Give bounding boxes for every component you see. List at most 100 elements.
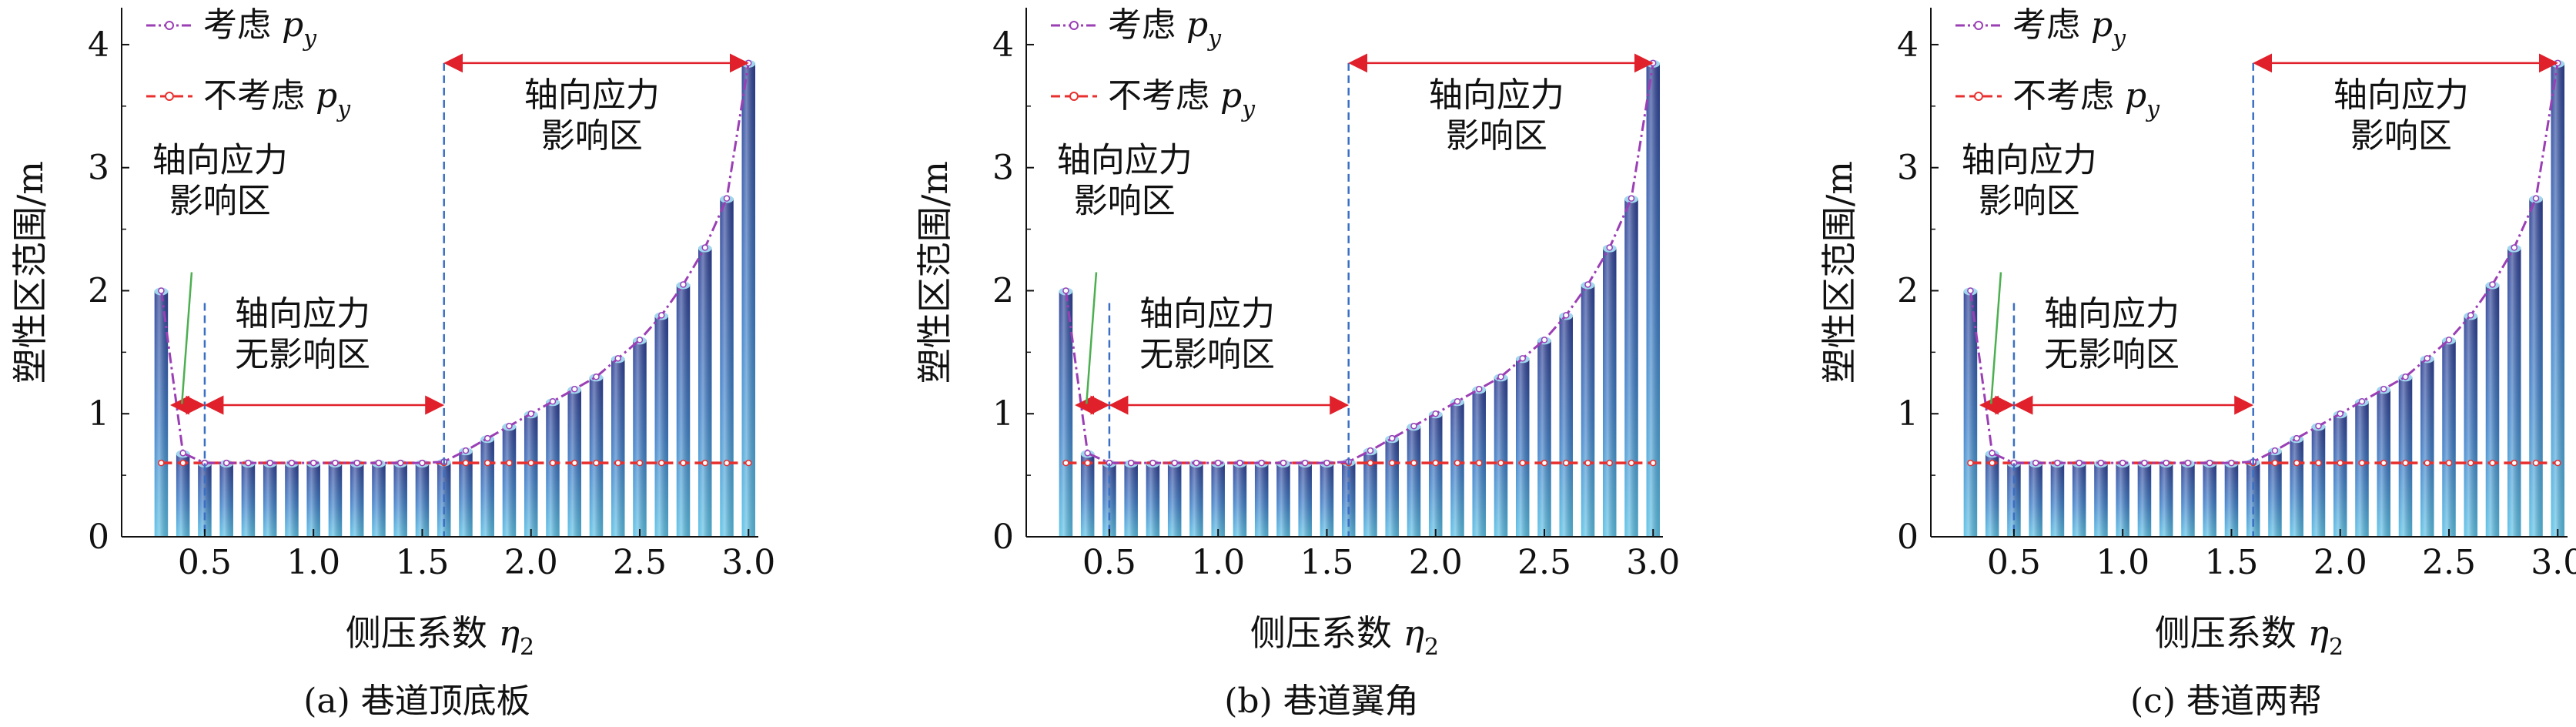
bar-shade [2072, 463, 2086, 537]
bar-shade [263, 463, 277, 537]
y-axis-label: 塑性区范围/m [1818, 161, 1860, 384]
series-point-without-py [1650, 459, 1657, 467]
series-point-with-py [2358, 398, 2366, 405]
annotation-right-zone-line2: 影响区 [1446, 116, 1547, 156]
series-point-with-py [332, 459, 339, 467]
series-point-with-py [2163, 459, 2170, 467]
annotation-middle-zone-line2: 无影响区 [235, 335, 370, 374]
bar-shade [1985, 453, 1999, 537]
series-point-with-py [1258, 459, 1265, 467]
bar-shade [2116, 463, 2129, 537]
series-point-without-py [1606, 459, 1614, 467]
series-point-with-py [1475, 386, 1483, 393]
series-point-with-py [2228, 459, 2235, 467]
series-point-with-py [593, 374, 600, 380]
bar-shade [1363, 451, 1377, 537]
series-point-with-py [657, 312, 665, 319]
series-point-with-py [353, 459, 360, 467]
legend-label-with-py: 考虑 py [203, 5, 317, 52]
bar-shade [1581, 284, 1595, 537]
bar-shade [1407, 426, 1421, 537]
series-point-without-py [1475, 459, 1483, 467]
series-point-without-py [2467, 459, 2474, 467]
bar-shade [2159, 463, 2173, 537]
bar-shade [372, 463, 386, 537]
bar-shade [611, 358, 625, 537]
series-point-without-py [1584, 459, 1591, 467]
y-axis-label: 塑性区范围/m [9, 161, 51, 384]
bar-shade [1537, 340, 1551, 537]
bar-shade [1450, 401, 1464, 537]
series-point-with-py [1367, 447, 1374, 454]
annotation-left-zone-line1: 轴向应力 [1057, 140, 1193, 179]
bar-shade [720, 198, 734, 537]
legend-marker-with-py [165, 21, 174, 30]
series-point-without-py [680, 459, 687, 467]
bar-shade [350, 463, 364, 537]
bar-shade [1494, 377, 1508, 537]
bar-shade [1298, 463, 1312, 537]
bar-shade [2333, 414, 2347, 537]
bar-shade [1515, 358, 1530, 537]
series-point-without-py [2489, 459, 2496, 467]
x-tick-label: 1.0 [1191, 543, 1245, 582]
series-point-without-py [593, 459, 600, 467]
series-point-with-py [1967, 287, 1974, 294]
series-point-without-py [2358, 459, 2366, 467]
series-line-with-py [1064, 62, 1654, 464]
series-line-with-py [1969, 62, 2559, 464]
bar-shade [502, 426, 517, 537]
bar-shade [1320, 463, 1334, 537]
x-tick-label: 1.0 [2096, 543, 2149, 582]
bar-shade [1276, 463, 1290, 537]
x-tick-label: 3.0 [2531, 543, 2576, 582]
x-tick-label: 0.5 [1082, 543, 1136, 582]
series-point-with-py [1454, 398, 1461, 405]
series-point-without-py [1989, 459, 1996, 467]
series-point-without-py [1628, 459, 1635, 467]
bar-shade [2094, 463, 2108, 537]
annotation-left-zone-line2: 影响区 [169, 181, 271, 220]
series-point-without-py [2293, 459, 2300, 467]
series-point-with-py [309, 459, 317, 467]
series-point-with-py [1280, 459, 1287, 467]
bar-shade [2398, 377, 2413, 537]
series-point-without-py [1388, 459, 1396, 467]
series-point-with-py [723, 195, 731, 202]
bar-shade [1124, 463, 1138, 537]
series-point-with-py [2467, 312, 2474, 319]
series-point-with-py [1301, 459, 1309, 467]
series-point-with-py [2097, 459, 2105, 467]
bar-shade [328, 463, 343, 537]
series-point-without-py [1410, 459, 1417, 467]
bar-shade [2529, 198, 2543, 537]
legend-label-without-py: 不考虑 py [203, 76, 351, 122]
series-point-without-py [462, 459, 470, 467]
annotation-right-zone-line1: 轴向应力 [1429, 75, 1564, 115]
series-point-without-py [2337, 459, 2343, 467]
bar-shade [2268, 451, 2282, 537]
legend-marker-without-py [1069, 92, 1079, 101]
series-point-with-py [1497, 374, 1504, 380]
x-tick-label: 2.5 [613, 543, 667, 582]
x-axis-label: 侧压系数 η2 [1250, 612, 1439, 661]
annotation-middle-zone-line2: 无影响区 [1139, 335, 1275, 374]
legend-label-with-py: 考虑 py [2012, 5, 2126, 52]
x-tick-label: 0.5 [178, 543, 232, 582]
series-point-without-py [1454, 459, 1461, 467]
bar-shade [1146, 463, 1160, 537]
series-point-with-py [549, 398, 557, 405]
bar-shade [1059, 290, 1073, 537]
x-tick-label: 1.0 [286, 543, 340, 582]
series-point-without-py [1432, 459, 1439, 467]
series-point-without-py [2315, 459, 2322, 467]
series-point-with-py [1606, 244, 1614, 251]
x-tick-label: 2.5 [2422, 543, 2476, 582]
x-tick-label: 1.5 [2204, 543, 2258, 582]
series-point-with-py [2424, 355, 2430, 362]
bar-shade [241, 463, 256, 537]
series-point-with-py [1323, 459, 1330, 467]
series-point-without-py [2532, 459, 2540, 467]
